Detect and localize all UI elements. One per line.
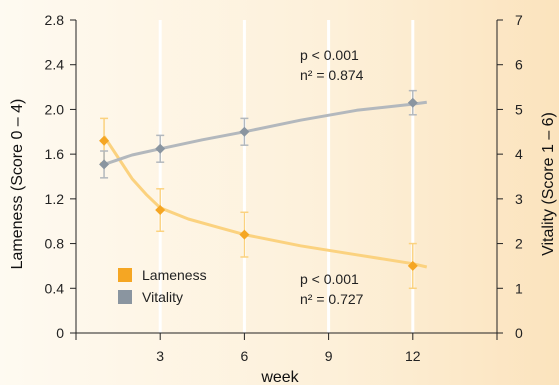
annotation-lameness-p: p < 0.001: [300, 271, 359, 287]
y-left-tick-label: 2.8: [45, 12, 65, 28]
legend-label-lameness: Lameness: [142, 267, 207, 283]
x-tick-label: 12: [405, 348, 421, 364]
x-tick-label: 3: [156, 348, 164, 364]
legend-swatch-lameness: [118, 268, 132, 282]
series-layer: [99, 89, 428, 290]
legend-label-vitality: Vitality: [142, 289, 183, 305]
y-right-tick-label: 2: [515, 236, 523, 252]
y-right-tick-label: 5: [515, 101, 523, 117]
y-right-tick-label: 1: [515, 280, 523, 296]
y-right-tick-label: 7: [515, 12, 523, 28]
y-left-tick-label: 1.2: [45, 191, 65, 207]
y-axis-right-title: Vitality (Score 1 – 6): [540, 112, 557, 256]
annotation-lameness-n2: n² = 0.727: [300, 291, 364, 307]
lameness-point: [407, 260, 418, 271]
y-left-tick-label: 0.4: [45, 280, 65, 296]
vitality-fit-line: [103, 100, 427, 166]
lameness-fit-line: [102, 135, 428, 269]
lameness-point: [239, 229, 250, 240]
y-left-tick-label: 2.4: [45, 57, 65, 73]
annotation-lameness: p < 0.001 n² = 0.727: [300, 271, 364, 307]
x-axis-title: week: [260, 369, 299, 385]
y-left-tick-label: 0.8: [45, 236, 65, 252]
annotation-vitality-n2: n² = 0.874: [300, 67, 364, 83]
legend-swatch-vitality: [118, 290, 132, 304]
grid-layer: [158, 20, 415, 333]
legend: Lameness Vitality: [118, 267, 207, 305]
y-right-tick-label: 3: [515, 191, 523, 207]
y-right-tick-label: 4: [515, 146, 523, 162]
lameness-point: [155, 205, 166, 216]
lameness-point: [99, 135, 110, 146]
y-axis-left-title: Lameness (Score 0 – 4): [9, 99, 26, 270]
y-left-tick-label: 2.0: [45, 101, 65, 117]
vitality-point: [155, 143, 166, 154]
y-right-tick-label: 6: [515, 57, 523, 73]
y-left-tick-label: 1.6: [45, 146, 65, 162]
x-tick-label: 6: [241, 348, 249, 364]
y-right-tick-label: 0: [515, 325, 523, 341]
y-left-tick-label: 0: [56, 325, 64, 341]
vitality-point: [99, 159, 110, 170]
vitality-point: [407, 97, 418, 108]
annotation-vitality: p < 0.001 n² = 0.874: [300, 47, 364, 83]
x-tick-label: 9: [325, 348, 333, 364]
vitality-point: [239, 126, 250, 137]
annotation-vitality-p: p < 0.001: [300, 47, 359, 63]
